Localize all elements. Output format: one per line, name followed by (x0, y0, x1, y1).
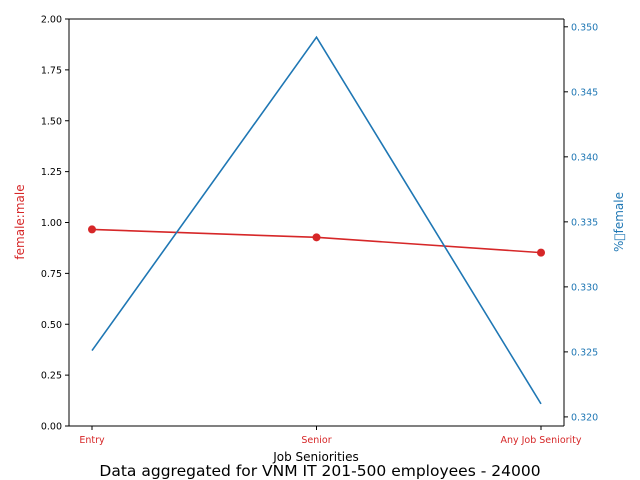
x-tick-label: Senior (301, 435, 331, 446)
female-male-ratio-point (537, 248, 545, 257)
right-tick-label: 0.330 (571, 282, 598, 293)
left-tick-label: 0.00 (41, 422, 62, 433)
left-tick-label: 2.00 (41, 15, 62, 26)
left-tick-label: 0.50 (41, 320, 62, 331)
left-tick-label: 0.75 (41, 269, 62, 280)
right-tick-label: 0.325 (571, 347, 598, 358)
right-tick-label: 0.345 (571, 87, 598, 98)
x-axis-label: Job Seniorities (272, 450, 359, 464)
female-male-ratio-point (88, 225, 96, 234)
left-tick-label: 1.25 (41, 167, 62, 178)
left-axis-label: female:male (13, 184, 27, 259)
right-tick-label: 0.340 (571, 152, 598, 163)
left-tick-label: 1.75 (41, 65, 62, 76)
plot-area (88, 35, 545, 405)
female-male-ratio-point (312, 233, 321, 242)
right-tick-label: 0.350 (571, 22, 598, 33)
axes: 0.00 0.25 0.50 0.75 1.00 1.25 1.50 1.75 2.00 0.32… (41, 15, 598, 447)
right-axis-label: % female (612, 192, 626, 252)
right-tick-label: 0.320 (571, 412, 598, 423)
left-tick-label: 0.25 (41, 371, 62, 382)
chart-title: Data aggregated for VNM IT 201-500 emplo… (99, 462, 540, 480)
left-tick-label: 1.50 (41, 116, 62, 127)
x-tick-label: Entry (79, 435, 105, 446)
left-tick-label: 1.00 (41, 218, 62, 229)
right-tick-label: 0.335 (571, 217, 598, 228)
x-tick-label: Any Job Seniority (500, 435, 581, 446)
percent-female-line (91, 35, 542, 405)
